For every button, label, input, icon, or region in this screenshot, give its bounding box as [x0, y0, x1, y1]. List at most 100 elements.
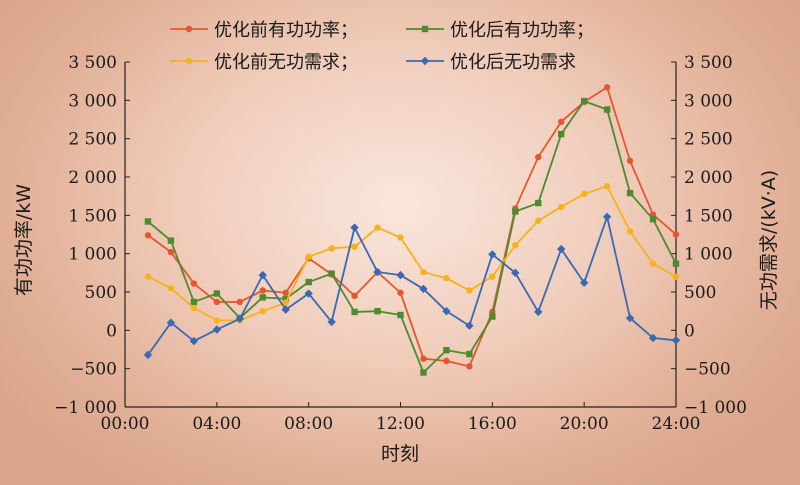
legend-item: 优化后无功需求 [406, 52, 576, 73]
data-point [397, 311, 404, 319]
data-point [213, 298, 221, 306]
data-point [305, 253, 312, 260]
data-point [466, 287, 473, 294]
data-point [166, 318, 176, 327]
data-point [144, 273, 152, 280]
data-point [305, 278, 312, 286]
series-4 [143, 212, 681, 360]
data-point [626, 189, 634, 197]
data-point [259, 287, 266, 294]
data-point [558, 203, 565, 211]
legend-swatch-marker [185, 25, 193, 33]
data-point [350, 223, 359, 232]
data-point [443, 357, 450, 365]
data-point [442, 306, 451, 316]
data-point [557, 244, 566, 254]
legend-swatch-marker [420, 56, 430, 66]
data-point [671, 336, 681, 345]
data-point [374, 307, 381, 315]
data-point [143, 350, 153, 360]
y-tick-left-label: 3 500 [68, 53, 117, 73]
data-point [626, 228, 634, 235]
y-tick-left-label: −1 000 [54, 398, 117, 418]
data-point [465, 321, 474, 330]
data-point [282, 289, 289, 296]
data-point [419, 284, 428, 294]
data-point [672, 273, 680, 280]
y-tick-right-label: 1 000 [684, 245, 733, 265]
data-point [648, 333, 658, 343]
data-point [580, 97, 588, 105]
data-point [144, 218, 152, 225]
y-tick-right-label: 2 500 [684, 130, 733, 150]
data-point [420, 369, 427, 376]
data-point [351, 292, 358, 300]
data-point [649, 260, 657, 267]
y-tick-left-label: 1 000 [68, 245, 117, 265]
series-2-line [147, 100, 677, 374]
legend-item: 优化前无功需求； [170, 52, 358, 73]
y-tick-right-label: 3 500 [684, 53, 733, 73]
data-point [420, 268, 427, 276]
y-tick-right-label: −500 [684, 360, 731, 380]
data-point [626, 157, 634, 165]
series-3-line [147, 185, 677, 322]
data-point [167, 248, 175, 256]
data-point [420, 355, 427, 362]
data-point [235, 314, 244, 324]
data-point [534, 307, 543, 317]
data-point [603, 106, 611, 113]
data-point [672, 231, 680, 238]
y-tick-left-label: −500 [70, 360, 117, 380]
data-point [625, 313, 635, 323]
data-point [443, 347, 450, 354]
data-point [189, 336, 199, 346]
x-tick-label: 00:00 [101, 414, 150, 434]
data-point [259, 307, 266, 315]
series-3 [144, 183, 680, 324]
legend-label: 优化前有功功率； [214, 20, 358, 41]
data-point [580, 190, 588, 198]
data-point [466, 350, 473, 358]
data-point [351, 308, 358, 316]
data-point [236, 298, 243, 306]
x-tick-label: 08:00 [284, 414, 333, 434]
data-point [512, 208, 519, 215]
series-2 [144, 97, 680, 376]
data-point [304, 289, 313, 298]
legend-swatch-marker [421, 25, 429, 33]
data-point [259, 294, 266, 301]
data-point [602, 212, 612, 222]
data-point [443, 275, 450, 282]
data-point [489, 313, 496, 320]
data-point [558, 130, 565, 138]
data-point [558, 118, 565, 126]
y-tick-right-label: −1 000 [684, 398, 747, 418]
data-point [190, 280, 198, 287]
legend: 优化前有功功率； 优化后有功功率； 优化前无功需求； 优化后无功需求 [170, 20, 594, 73]
data-point [489, 273, 496, 280]
y-tick-left-label: 1 500 [68, 206, 117, 226]
y-tick-left-label: 3 000 [68, 91, 117, 111]
axes: −1 000 −1 000 −500 −500 0 0 500 500 1 000 1 000 1 … [54, 53, 747, 434]
data-point [258, 270, 267, 280]
data-point [328, 270, 335, 277]
legend-label: 优化后有功功率； [450, 20, 594, 41]
series-4-line [147, 215, 677, 356]
x-tick-label: 12:00 [376, 414, 425, 434]
data-point [190, 304, 198, 312]
data-point [579, 278, 589, 287]
x-tick-label: 20:00 [560, 414, 609, 434]
x-tick-label: 24:00 [652, 414, 701, 434]
data-point [373, 267, 382, 277]
data-point [603, 84, 611, 91]
y-tick-left-label: 2 500 [68, 130, 117, 150]
data-point [535, 217, 542, 224]
data-point [488, 250, 497, 259]
data-point [167, 237, 175, 244]
y-tick-left-label: 500 [85, 283, 117, 303]
data-point [144, 232, 152, 239]
data-point [167, 284, 175, 292]
data-point [374, 224, 381, 231]
